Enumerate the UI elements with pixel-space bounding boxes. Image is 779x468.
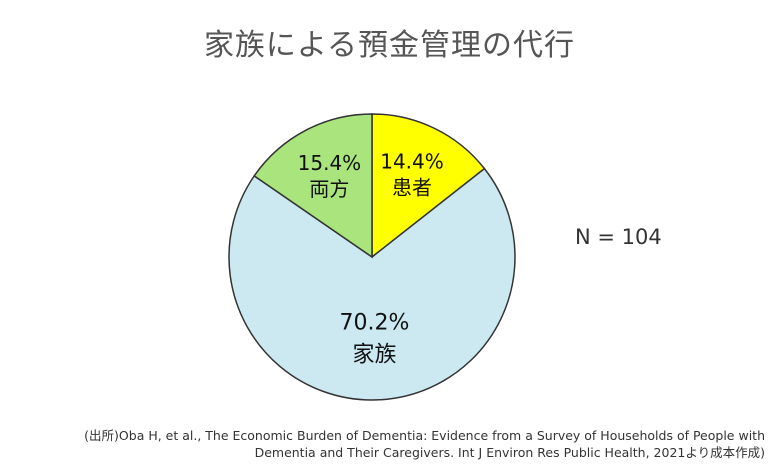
pie-slice-both	[253, 113, 373, 259]
pie-labels: 14.4%患者 70.2% 家族 15.4%両方	[298, 150, 444, 368]
slice-value-label-family: 70.2%	[340, 311, 410, 336]
source-line-2: Dementia and Their Caregivers. Int J Env…	[254, 445, 765, 460]
slice-category-label-family: 家族	[352, 343, 396, 368]
chart-title: 家族による預金管理の代行	[203, 28, 576, 63]
slice-category-label-both: 両方	[309, 177, 349, 201]
slice-category-label-patient: 患者	[392, 176, 432, 200]
source-citation: (出所)Oba H, et al., The Economic Burden o…	[65, 427, 765, 461]
slice-value-label-both: 15.4%	[298, 151, 362, 175]
source-line-1: (出所)Oba H, et al., The Economic Burden o…	[84, 428, 765, 443]
pie-slice-patient	[371, 113, 486, 259]
pie-slices	[228, 113, 516, 401]
slice-value-label-patient: 14.4%	[380, 150, 444, 174]
sample-size-label: N = 104	[575, 225, 662, 249]
pie-slice-family	[228, 167, 516, 401]
